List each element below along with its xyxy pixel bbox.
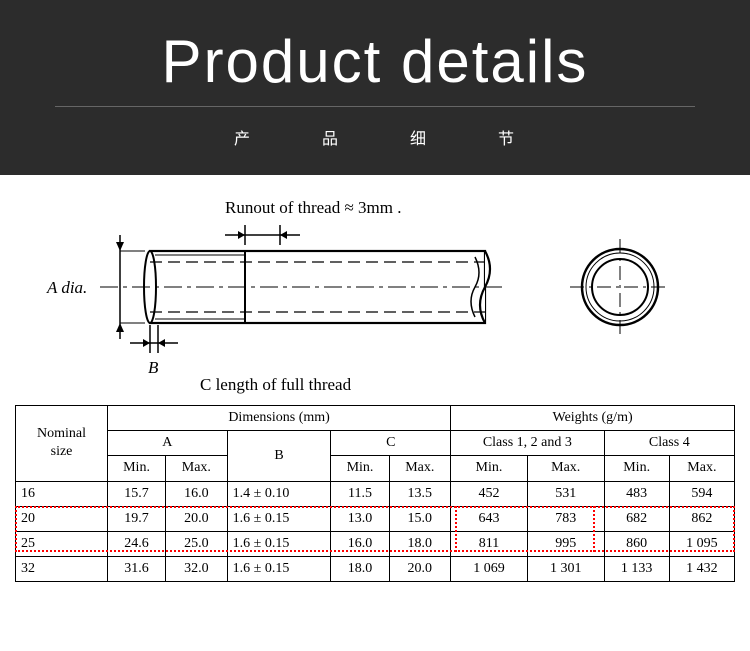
c-length-label: C length of full thread bbox=[200, 375, 352, 394]
col-weights: Weights (g/m) bbox=[451, 406, 735, 431]
subtitle-chinese: 产 品 细 节 bbox=[234, 125, 516, 149]
specifications-table-wrap: Nominalsize Dimensions (mm) Weights (g/m… bbox=[0, 405, 750, 582]
table-row: 32 31.6 32.0 1.6 ± 0.15 18.0 20.0 1 069 … bbox=[16, 557, 735, 582]
a-dia-label: A dia. bbox=[46, 278, 87, 297]
col-dimensions: Dimensions (mm) bbox=[108, 406, 451, 431]
header: Product details 产 品 细 节 bbox=[0, 0, 750, 175]
runout-label: Runout of thread ≈ 3mm . bbox=[225, 198, 401, 217]
subtitle-char: 细 bbox=[410, 125, 428, 149]
pipe-diagram-svg: Runout of thread ≈ 3mm . A dia. bbox=[45, 195, 705, 395]
col-min: Min. bbox=[108, 456, 166, 481]
subtitle-char: 品 bbox=[322, 125, 340, 149]
col-class123: Class 1, 2 and 3 bbox=[451, 431, 604, 456]
col-max: Max. bbox=[389, 456, 451, 481]
col-class4: Class 4 bbox=[604, 431, 734, 456]
table-row: 25 24.6 25.0 1.6 ± 0.15 16.0 18.0 811 99… bbox=[16, 531, 735, 556]
table-row: 16 15.7 16.0 1.4 ± 0.10 11.5 13.5 452 53… bbox=[16, 481, 735, 506]
technical-diagram: Runout of thread ≈ 3mm . A dia. bbox=[0, 175, 750, 405]
col-min: Min. bbox=[451, 456, 528, 481]
specifications-table: Nominalsize Dimensions (mm) Weights (g/m… bbox=[15, 405, 735, 582]
col-c: C bbox=[331, 431, 451, 456]
col-b: B bbox=[227, 431, 331, 481]
page-title: Product details bbox=[55, 27, 695, 107]
col-nominal-size: Nominalsize bbox=[16, 406, 108, 482]
col-max: Max. bbox=[166, 456, 228, 481]
b-label: B bbox=[148, 358, 159, 377]
col-min: Min. bbox=[331, 456, 389, 481]
col-max: Max. bbox=[669, 456, 734, 481]
subtitle-char: 节 bbox=[498, 125, 516, 149]
subtitle-char: 产 bbox=[234, 125, 252, 149]
col-max: Max. bbox=[527, 456, 604, 481]
table-row: 20 19.7 20.0 1.6 ± 0.15 13.0 15.0 643 78… bbox=[16, 506, 735, 531]
col-a: A bbox=[108, 431, 228, 456]
col-min: Min. bbox=[604, 456, 669, 481]
